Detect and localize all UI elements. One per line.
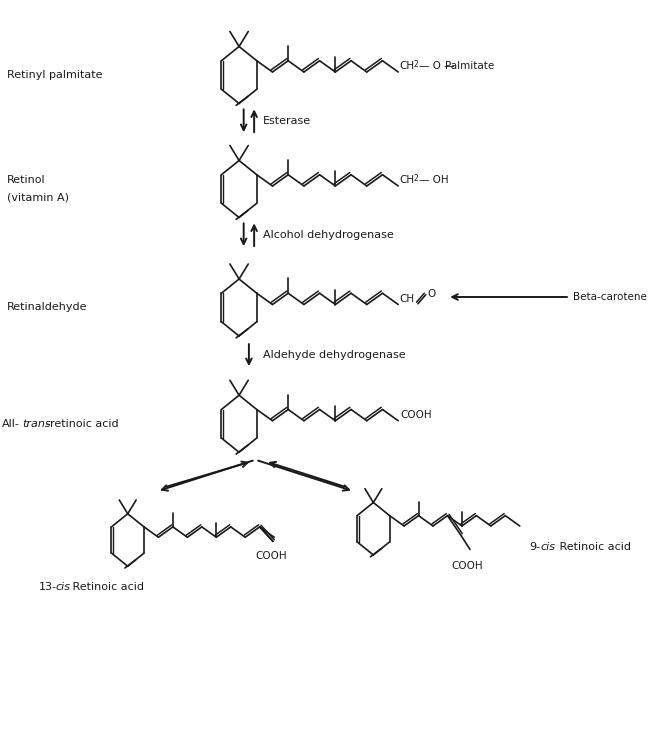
Text: — O —: — O —: [419, 61, 455, 71]
Text: CH: CH: [400, 293, 415, 304]
Text: -retinoic acid: -retinoic acid: [46, 419, 119, 429]
Text: (vitamin A): (vitamin A): [7, 193, 69, 203]
Text: Aldehyde dehydrogenase: Aldehyde dehydrogenase: [263, 350, 406, 360]
Text: COOH: COOH: [451, 561, 483, 571]
Text: COOH: COOH: [400, 410, 432, 420]
Text: Retinyl palmitate: Retinyl palmitate: [7, 70, 102, 80]
Text: trans: trans: [22, 419, 51, 429]
Text: All-: All-: [2, 419, 20, 429]
Text: CH: CH: [400, 175, 415, 185]
Text: COOH: COOH: [255, 551, 287, 561]
Text: Retinol: Retinol: [7, 175, 45, 185]
Text: Beta-carotene: Beta-carotene: [573, 292, 647, 302]
Text: Retinoic acid: Retinoic acid: [556, 542, 631, 553]
Text: Retinaldehyde: Retinaldehyde: [7, 302, 87, 313]
Text: cis: cis: [541, 542, 555, 553]
Text: 2: 2: [414, 60, 419, 69]
Text: Esterase: Esterase: [263, 116, 311, 126]
Text: Alcohol dehydrogenase: Alcohol dehydrogenase: [263, 230, 394, 240]
Text: O: O: [427, 289, 436, 299]
Text: 9-: 9-: [530, 542, 541, 553]
Text: 13-: 13-: [39, 582, 57, 592]
Text: — OH: — OH: [419, 175, 449, 185]
Text: cis: cis: [55, 582, 70, 592]
Text: 2: 2: [414, 174, 419, 183]
Text: Retinoic acid: Retinoic acid: [69, 582, 145, 592]
Text: CH: CH: [400, 61, 415, 71]
Text: Palmitate: Palmitate: [445, 61, 495, 71]
